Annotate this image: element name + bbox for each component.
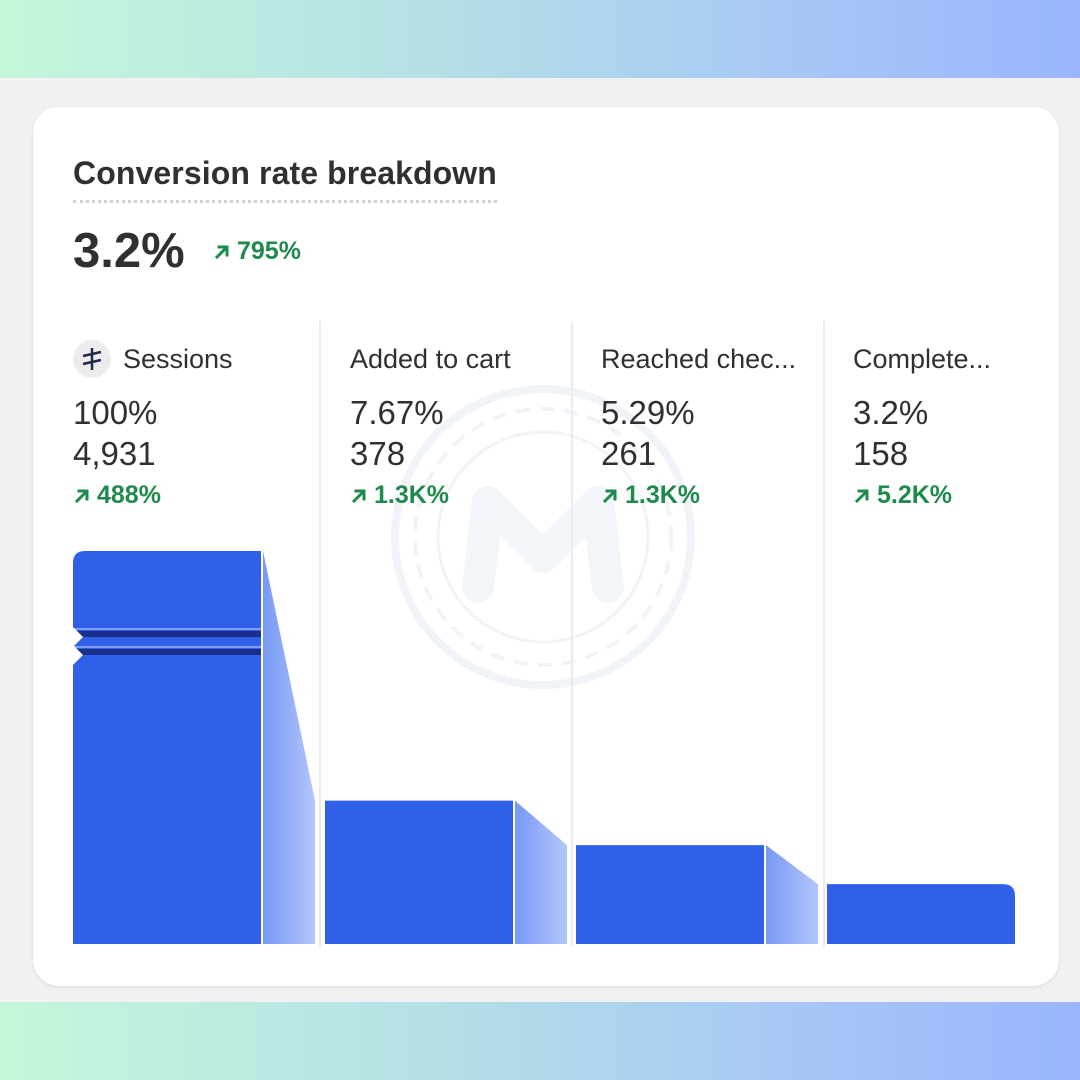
funnel-chart	[73, 551, 1015, 944]
stage-percent: 100%	[73, 394, 158, 431]
stage-count: 378	[350, 435, 406, 472]
funnel-bar-2[interactable]	[325, 800, 513, 944]
funnel-dropoff-ribbon	[515, 800, 567, 944]
stage-count: 4,931	[73, 435, 156, 472]
stage-change: 5.2K%	[853, 481, 991, 510]
stage-change: 1.3K%	[350, 481, 511, 510]
axis-break-mark	[73, 649, 261, 655]
stage-change: 488%	[73, 481, 233, 510]
stage-percent: 5.29%	[601, 394, 695, 431]
trend-up-icon	[351, 489, 366, 503]
stage-percent: 7.67%	[350, 394, 444, 431]
stage-label: Sessions	[123, 343, 233, 374]
column-divider	[319, 321, 321, 946]
funnel-bar-1[interactable]	[73, 551, 261, 944]
stage-change: 1.3K%	[601, 481, 796, 510]
funnel-dropoff-ribbon	[263, 551, 315, 944]
conversion-rate-value: 3.2%	[73, 224, 185, 278]
watermark-logo	[391, 385, 695, 689]
sessions-icon	[73, 340, 111, 378]
column-divider	[571, 321, 573, 946]
funnel-bar-4[interactable]	[827, 884, 1015, 944]
stage-change-text: 488%	[97, 481, 161, 509]
stage-change-text: 5.2K%	[877, 481, 953, 509]
trend-up-icon	[602, 489, 617, 503]
trend-up-icon	[74, 489, 89, 503]
stage-column-reached-checkout: Reached chec... 5.29% 261 1.3K%	[601, 341, 796, 510]
card-title[interactable]: Conversion rate breakdown	[73, 155, 497, 203]
stage-column-sessions: Sessions 100% 4,931 488%	[73, 340, 233, 510]
decorative-gradient-band-top	[0, 0, 1080, 78]
stage-column-added-to-cart: Added to cart 7.67% 378 1.3K%	[350, 341, 511, 510]
stage-column-completed: Complete... 3.2% 158 5.2K%	[853, 341, 991, 510]
conversion-rate-change-text: 795%	[237, 237, 301, 265]
funnel-dropoff-ribbon	[766, 845, 818, 944]
stage-change-text: 1.3K%	[374, 481, 450, 509]
stage-label: Reached chec...	[601, 343, 797, 374]
stage-change-text: 1.3K%	[625, 481, 701, 509]
column-divider	[823, 321, 825, 946]
stage-label: Added to cart	[350, 343, 511, 374]
stage-count: 158	[853, 435, 909, 472]
conversion-rate-card: Conversion rate breakdown 3.2% 795% Sess…	[33, 107, 1059, 986]
stage-count: 261	[601, 435, 657, 472]
funnel-bar-3[interactable]	[576, 845, 764, 944]
conversion-rate-change: 795%	[213, 237, 301, 266]
stage-label: Complete...	[853, 343, 992, 374]
trend-up-icon	[214, 245, 229, 259]
stage-percent: 3.2%	[853, 394, 929, 431]
trend-up-icon	[854, 489, 869, 503]
axis-break-mark	[73, 631, 261, 637]
decorative-gradient-band-bottom	[0, 1002, 1080, 1080]
